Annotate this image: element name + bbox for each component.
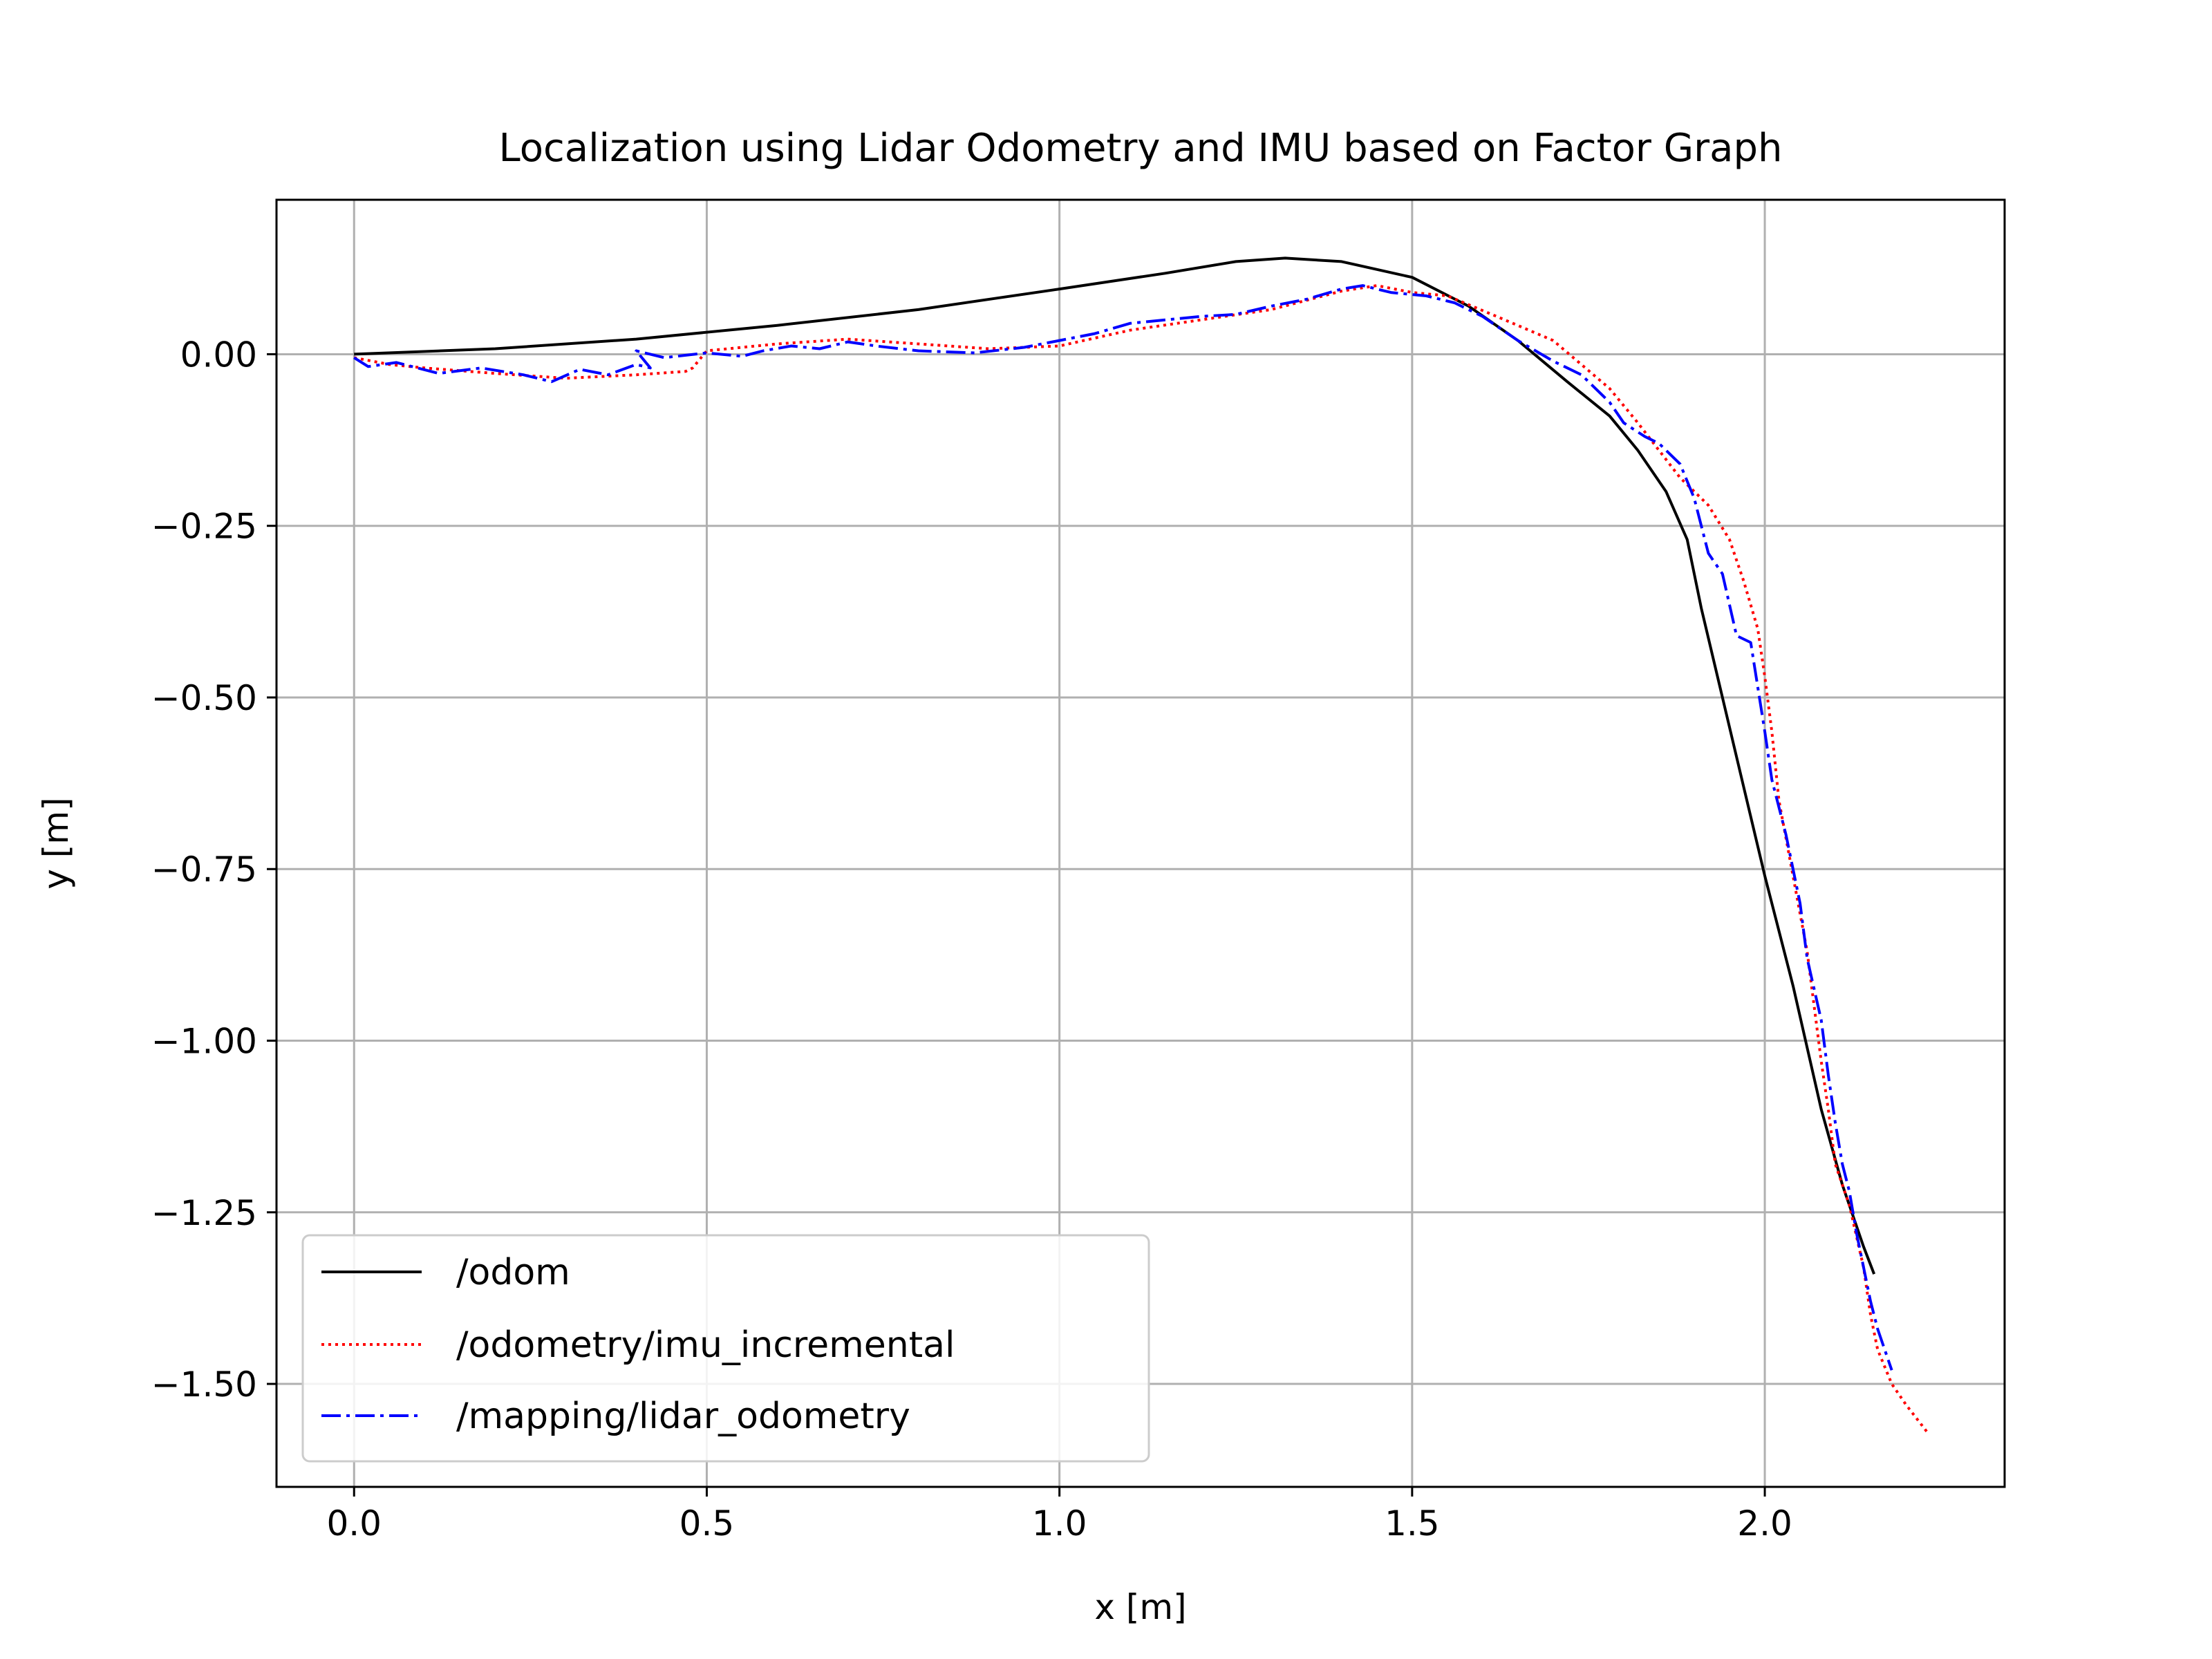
y-axis-label: y [m] bbox=[36, 797, 76, 889]
series-line-mapping-lidar-odometry bbox=[353, 284, 1893, 1371]
series-line-odom bbox=[354, 256, 1876, 1275]
y-tick-label: −0.50 bbox=[151, 678, 257, 718]
plot-lines bbox=[353, 256, 1929, 1433]
y-tick-label: −1.00 bbox=[151, 1022, 257, 1062]
x-tick-label: 2.0 bbox=[1737, 1503, 1792, 1544]
legend-label-lidar-odometry: /mapping/lidar_odometry bbox=[456, 1396, 910, 1437]
y-tick-label: −1.25 bbox=[151, 1193, 257, 1233]
series-line-odometry-imu-incremental bbox=[353, 284, 1929, 1433]
x-axis-label: x [m] bbox=[1094, 1587, 1186, 1627]
x-tick-label: 0.0 bbox=[326, 1503, 382, 1544]
legend: /odom /odometry/imu_incremental /mapping… bbox=[301, 1234, 1150, 1463]
y-tick-label: −0.25 bbox=[151, 507, 257, 547]
x-tick-label: 1.0 bbox=[1032, 1503, 1087, 1544]
x-tick-label: 0.5 bbox=[679, 1503, 735, 1544]
x-tick-label: 1.5 bbox=[1385, 1503, 1440, 1544]
y-tick-label: −0.75 bbox=[151, 850, 257, 890]
legend-box bbox=[301, 1234, 1150, 1463]
y-tick-label: 0.00 bbox=[180, 335, 257, 375]
legend-label-imu-incremental: /odometry/imu_incremental bbox=[456, 1324, 955, 1366]
y-tick-label: −1.50 bbox=[151, 1365, 257, 1405]
y-axis: 0.00 −0.25 −0.50 −0.75 −1.00 −1.25 −1.50 bbox=[151, 335, 276, 1405]
plot-area-frame bbox=[275, 198, 2006, 1488]
x-axis: 0.0 0.5 1.0 1.5 2.0 bbox=[326, 1487, 1792, 1544]
chart-title: Localization using Lidar Odometry and IM… bbox=[499, 126, 1783, 171]
legend-label-odom: /odom bbox=[456, 1252, 570, 1293]
grid bbox=[276, 200, 2005, 1487]
